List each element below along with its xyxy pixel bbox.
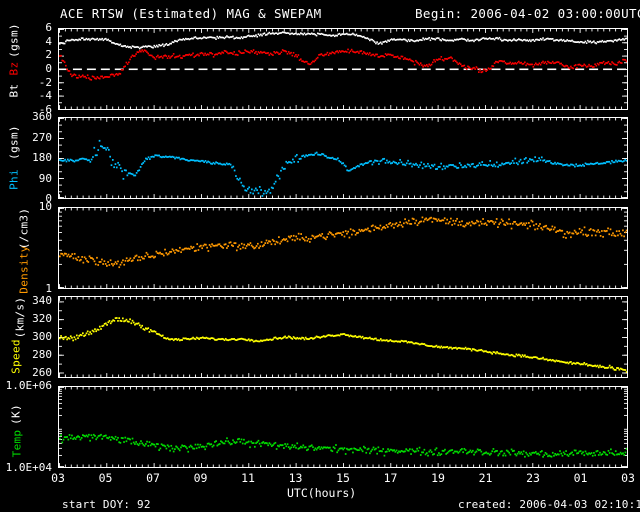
x-tick-label: 17 — [383, 471, 398, 485]
y-tick-label: 1.0E+04 — [5, 461, 52, 474]
y-tick-label: 270 — [32, 130, 52, 144]
y-tick-label: 0 — [45, 62, 52, 75]
y-tick-label: 4 — [45, 34, 52, 48]
begin-timestamp: Begin: 2006-04-02 03:00:00UTC — [415, 6, 640, 21]
panel-density — [58, 207, 628, 289]
panel-temp — [58, 386, 628, 468]
y-tick-label: 10 — [38, 200, 52, 213]
mag-plot-area — [59, 29, 627, 109]
y-tick-label: 300 — [32, 330, 52, 343]
x-tick-label: 19 — [431, 471, 445, 485]
y-tick-label: -2 — [38, 75, 52, 89]
x-tick-label: 11 — [241, 471, 255, 485]
x-tick-label: 03 — [51, 471, 65, 485]
y-tick-label: -4 — [38, 89, 52, 103]
created-timestamp: created: 2006-04-03 02:10:11UTC — [458, 498, 640, 511]
x-tick-label: 21 — [478, 471, 493, 485]
y-tick-label: 360 — [32, 110, 52, 123]
speed-axis-label-unit: (km/s) — [13, 296, 27, 339]
x-tick-label: 01 — [573, 471, 588, 485]
y-tick-label: 340 — [32, 293, 52, 307]
temp-plot-area — [59, 387, 627, 467]
y-tick-label: 260 — [32, 366, 52, 380]
x-tick-label: 05 — [98, 471, 113, 485]
y-tick-label: 6 — [45, 21, 52, 34]
y-tick-label: 2 — [45, 48, 52, 62]
y-tick-label: 180 — [32, 151, 52, 164]
y-tick-label: 280 — [32, 348, 52, 362]
start-doy-text: start DOY: 92 — [62, 498, 151, 511]
x-tick-label: 15 — [336, 471, 350, 485]
panel-mag — [58, 28, 628, 110]
panel-speed — [58, 296, 628, 378]
y-tick-label: 1 — [45, 282, 52, 295]
y-tick-label: -6 — [38, 103, 52, 116]
phi-y-ticks: 360 270 180 90 0 — [0, 111, 56, 204]
mag-axis-label-unit: (gsm) — [7, 23, 21, 58]
x-tick-label: 07 — [146, 471, 160, 485]
mag-y-ticks: 6 4 2 0 -2 -4 -6 — [0, 22, 56, 115]
temp-axis-label-unit: (K) — [9, 404, 23, 425]
y-tick-label: 0 — [45, 192, 52, 205]
page-title: ACE RTSW (Estimated) MAG & SWEPAM — [60, 6, 322, 21]
speed-plot-area — [59, 297, 627, 377]
x-tick-label: 09 — [193, 471, 208, 485]
density-plot-area — [59, 208, 627, 288]
y-tick-label: 90 — [38, 171, 52, 185]
speed-y-ticks: 340 320 300 280 260 — [0, 293, 56, 380]
phi-axis-label-unit: (gsm) — [7, 125, 21, 160]
x-tick-label: 03 — [621, 471, 635, 485]
y-tick-label: 1.0E+06 — [5, 379, 52, 392]
x-tick-label: 13 — [288, 471, 303, 485]
panel-phi — [58, 117, 628, 199]
phi-plot-area — [59, 118, 627, 198]
x-tick-label: 23 — [526, 471, 540, 485]
density-axis-label-unit: (/cm3) — [17, 207, 31, 250]
chart-header: ACE RTSW (Estimated) MAG & SWEPAM Begin:… — [0, 6, 640, 22]
y-tick-label: 320 — [32, 311, 52, 325]
temp-y-ticks: 1.0E+06 1.0E+04 — [0, 380, 56, 473]
density-y-ticks: 10 1 — [0, 201, 56, 294]
x-axis-label: UTC(hours) — [287, 486, 357, 500]
